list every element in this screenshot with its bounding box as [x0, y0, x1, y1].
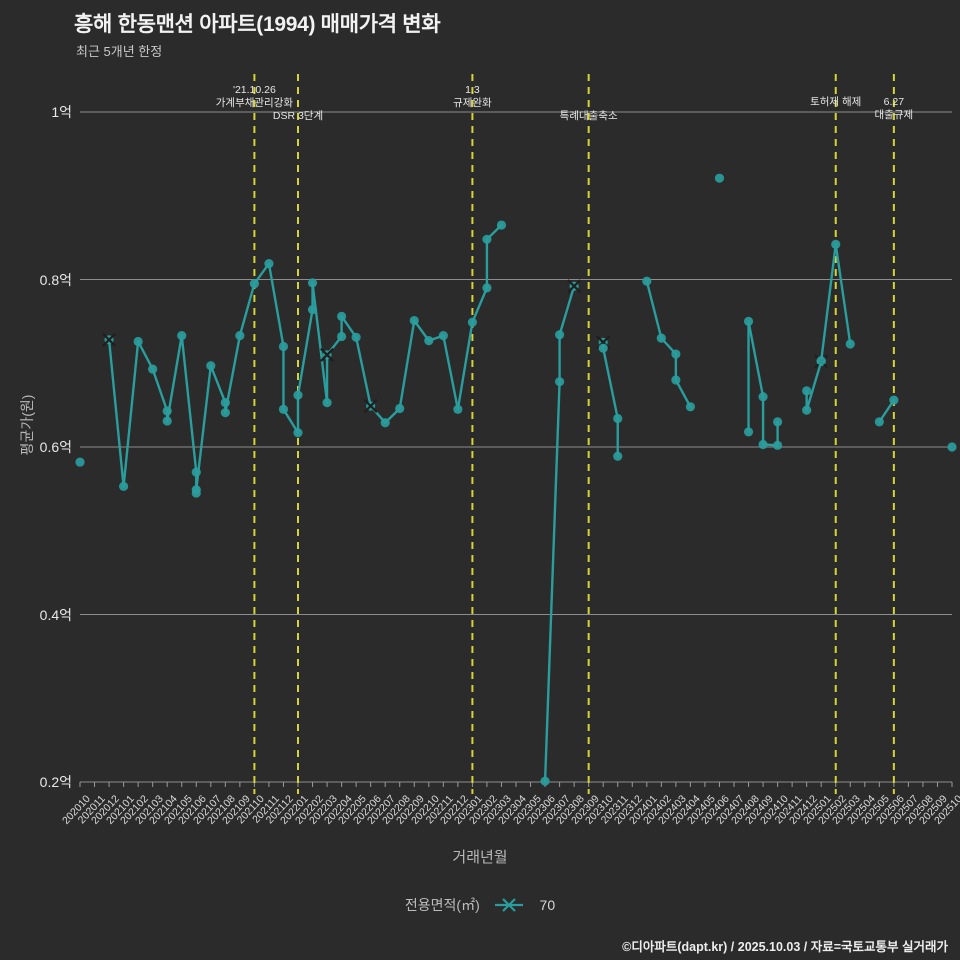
ann-toheoje: 토허제 해제 — [810, 96, 861, 109]
annotation-label: 토허제 해제 — [810, 96, 862, 108]
y-axis-tick-label: 1억 — [51, 104, 72, 120]
annotation-label: 특례대출축소 — [559, 110, 618, 122]
annotation-label: 가계부채관리강화 — [215, 97, 294, 109]
legend-title: 전용면적(㎡) — [404, 897, 480, 913]
annotation-date: 6.27 — [883, 96, 905, 108]
ann-dsr3: DSR 3단계 — [273, 110, 323, 123]
x-line-marker-icon — [494, 897, 524, 916]
ann-627: 6.27 대출규제 — [875, 96, 914, 122]
ann-deregulation: 1.3 규제완화 — [453, 84, 492, 110]
annotation-label: 대출규제 — [874, 109, 914, 121]
annotation-date: 1.3 — [465, 84, 480, 96]
annotation-label: DSR 3단계 — [272, 110, 324, 122]
legend-value: 70 — [539, 897, 556, 913]
page-title: 흥해 한동맨션 아파트(1994) 매매가격 변화 — [74, 13, 441, 36]
y-axis-title: 평균가(원) — [19, 394, 35, 456]
annotation-date: '21.10.26 — [232, 84, 276, 96]
legend: 전용면적(㎡) 70 — [0, 895, 960, 916]
ann-household-debt: '21.10.26 가계부채관리강화 — [216, 84, 293, 110]
y-axis-tick-label: 0.8억 — [39, 271, 72, 288]
y-axis-tick-label: 0.6억 — [39, 439, 72, 455]
y-axis-tick-label: 0.4억 — [39, 606, 72, 623]
ann-special-loan: 특례대출축소 — [560, 110, 618, 123]
chart-subtitle: 최근 5개년 한정 — [76, 44, 163, 59]
y-axis-tick-label: 0.2억 — [39, 774, 72, 790]
footer-credit: ©디아파트(dapt.kr) / 2025.10.03 / 자료=국토교통부 실… — [622, 940, 948, 954]
x-axis-title: 거래년월 — [452, 849, 508, 866]
annotation-label: 규제완화 — [453, 97, 492, 109]
